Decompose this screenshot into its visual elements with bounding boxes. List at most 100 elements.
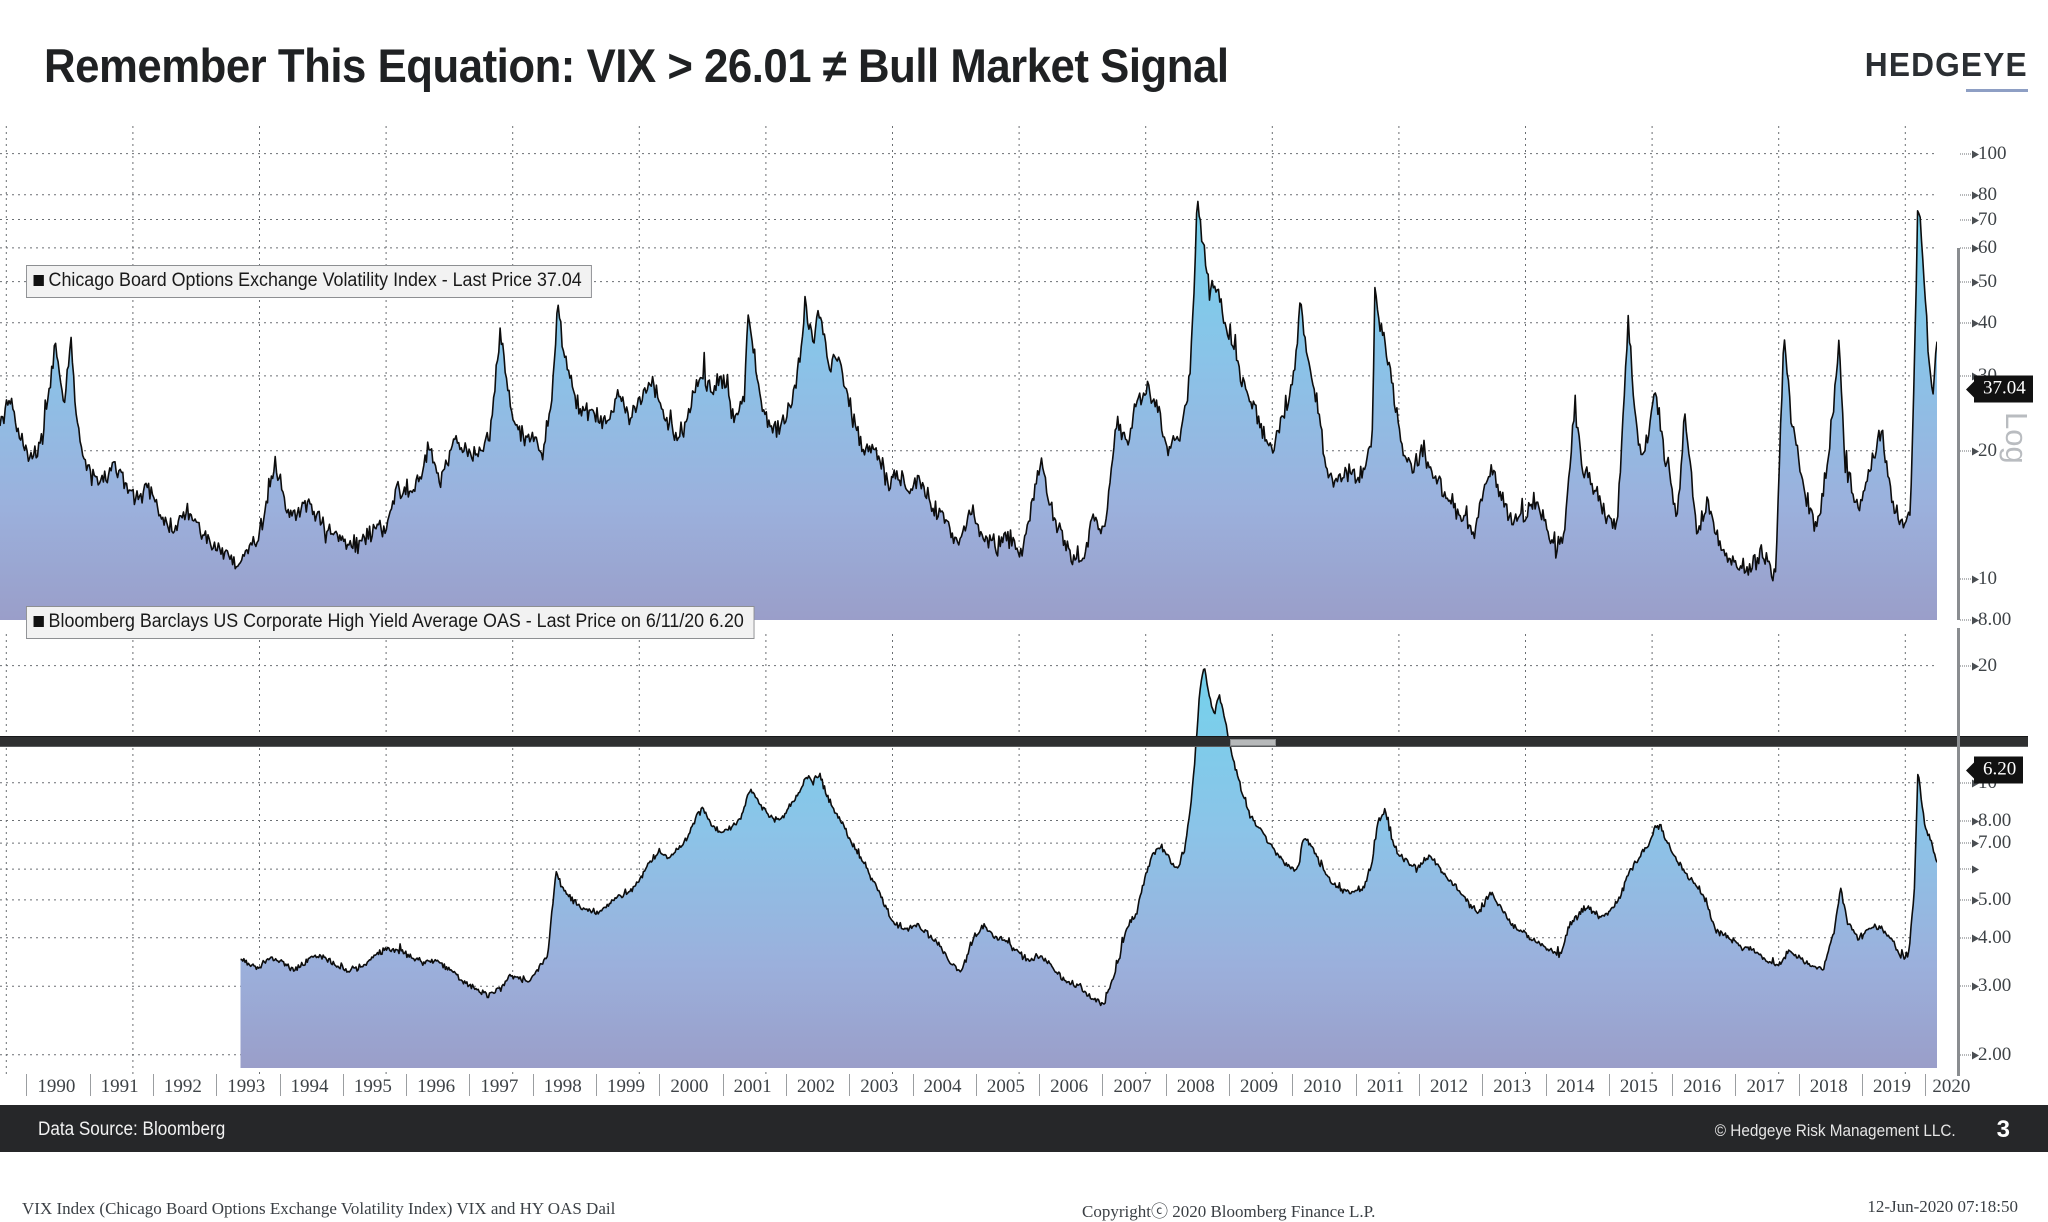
vix-plot-pane[interactable] (0, 126, 1937, 620)
pane-splitter[interactable] (0, 736, 2028, 747)
axis-tick-marker (1960, 447, 1979, 456)
axis-tick-marker (1960, 150, 1979, 159)
x-axis-tick-label: 2004 (923, 1076, 962, 1097)
axis-tick-label: 20 (1978, 439, 1997, 461)
axis-tick-marker (1960, 662, 1979, 671)
axis-tick-marker (1960, 278, 1979, 287)
x-axis-tick-label: 2001 (733, 1076, 772, 1097)
x-axis-tick-label: 1993 (227, 1076, 266, 1097)
x-axis-tick-label: 2018 (1809, 1076, 1848, 1097)
axis-tick-label: 70 (1978, 208, 1997, 230)
vix-legend[interactable]: Chicago Board Options Exchange Volatilit… (26, 265, 593, 298)
vix-price-line (0, 200, 1937, 582)
brand-wordmark: HEDGEYE (1865, 46, 2028, 83)
axis-tick-marker (1960, 319, 1979, 328)
axis-tick-marker (1960, 191, 1979, 200)
x-axis-separator (406, 1074, 408, 1096)
x-axis-tick-label: 2006 (1050, 1076, 1089, 1097)
x-axis-tick-label: 2005 (986, 1076, 1025, 1097)
oas-legend-label: Bloomberg Barclays US Corporate High Yie… (48, 611, 744, 632)
brand-logo: HEDGEYE (1858, 46, 2028, 92)
axis-tick-marker (1960, 839, 1979, 848)
axis-tick-marker (1960, 1051, 1979, 1060)
oas-last-price-flag: 6.20 (1974, 756, 2024, 784)
x-axis-separator (342, 1074, 344, 1096)
x-axis-separator (1292, 1074, 1294, 1096)
x-axis-separator (659, 1074, 661, 1096)
axis-tick-label: 40 (1978, 311, 1997, 333)
oas-plot-pane[interactable] (0, 634, 1937, 1074)
x-axis-separator (1355, 1074, 1357, 1096)
x-axis-separator (849, 1074, 851, 1096)
x-axis-tick-label: 2007 (1113, 1076, 1152, 1097)
oas-area-fill (240, 669, 1937, 1068)
pane-splitter-handle[interactable] (1230, 739, 1276, 746)
bloomberg-chart: Chicago Board Options Exchange Volatilit… (0, 122, 2048, 1221)
x-axis-tick-label: 1998 (543, 1076, 582, 1097)
x-axis-tick-label: 1996 (417, 1076, 456, 1097)
footer-bar: Data Source: Bloomberg © Hedgeye Risk Ma… (0, 1105, 2048, 1152)
x-axis-separator (279, 1074, 281, 1096)
axis-tick-label: 100 (1978, 142, 2007, 164)
x-axis-separator (1672, 1074, 1674, 1096)
x-axis-tick-label: 1995 (353, 1076, 392, 1097)
axis-tick-marker (1960, 616, 1979, 625)
x-axis-tick-label: 2020 (1932, 1076, 1971, 1097)
x-axis-separator (1418, 1074, 1420, 1096)
axis-tick-marker (1960, 216, 1979, 224)
x-axis-tick-label: 2010 (1303, 1076, 1342, 1097)
vix-axis-spine (1957, 248, 1960, 620)
x-axis-separator (26, 1074, 28, 1096)
x-axis-separator (1735, 1074, 1737, 1096)
oas-plot-svg (0, 634, 1937, 1074)
x-axis-tick-label: 1999 (607, 1076, 646, 1097)
vix-legend-label: Chicago Board Options Exchange Volatilit… (48, 270, 582, 291)
oas-price-line (240, 668, 1937, 1007)
x-axis-tick-label: 1997 (480, 1076, 519, 1097)
vix-last-price-flag: 37.04 (1974, 375, 2033, 403)
x-axis-tick-label: 2016 (1683, 1076, 1722, 1097)
x-axis-separator (152, 1074, 154, 1096)
x-axis-separator (1545, 1074, 1547, 1096)
log-scale-label: Log (1999, 412, 2034, 464)
x-axis-separator (912, 1074, 914, 1096)
axis-tick-label: 5.00 (1978, 888, 2012, 910)
axis-tick-label: 8.00 (1978, 609, 2012, 630)
x-axis-tick-label: 1992 (163, 1076, 202, 1097)
axis-tick-label: 20 (1978, 654, 1997, 676)
axis-tick-label: 10 (1978, 567, 1997, 589)
x-axis-separator (1925, 1074, 1927, 1096)
x-axis-separator (216, 1074, 218, 1096)
x-axis-separator (1229, 1074, 1230, 1096)
x-axis-separator (1608, 1074, 1610, 1096)
x-axis-tick-label: 2009 (1240, 1076, 1279, 1097)
oas-legend[interactable]: Bloomberg Barclays US Corporate High Yie… (26, 606, 755, 639)
x-axis-tick-label: 2017 (1746, 1076, 1785, 1097)
x-axis-tick-label: 2015 (1619, 1076, 1658, 1097)
axis-tick-label: 7.00 (1978, 832, 2012, 854)
axis-tick-marker (1960, 896, 1979, 905)
oas-legend-swatch (33, 616, 44, 627)
x-axis-separator (975, 1074, 977, 1096)
x-axis-separator (1798, 1074, 1800, 1096)
x-axis-tick-label: 1991 (100, 1076, 139, 1097)
vix-area-fill (0, 201, 1937, 620)
x-axis-separator (469, 1074, 471, 1096)
vix-legend-swatch (33, 275, 44, 286)
x-axis-separator (596, 1074, 597, 1096)
copyright-label: © Hedgeye Risk Management LLC. (1715, 1121, 1956, 1140)
axis-tick-label: 2.00 (1978, 1043, 2012, 1065)
x-axis-tick-label: 2014 (1556, 1076, 1595, 1097)
x-axis-separator (1165, 1074, 1167, 1096)
axis-tick-marker (1960, 575, 1979, 584)
x-axis[interactable]: 1990 1991 1992 1993 1994 1995 1996 1997 1998 1999… (20, 1074, 1970, 1104)
x-axis-tick-label: 2008 (1176, 1076, 1215, 1097)
chart-footnote-left: VIX Index (Chicago Board Options Exchang… (22, 1199, 616, 1218)
page-number: 3 (1996, 1116, 2010, 1143)
axis-tick-marker (1960, 934, 1979, 943)
x-axis-tick-label: 2019 (1873, 1076, 1912, 1097)
axis-tick-label: 3.00 (1978, 975, 2012, 997)
axis-tick-label: 80 (1978, 183, 1997, 205)
vix-plot-svg (0, 126, 1937, 620)
axis-tick-label: 4.00 (1978, 926, 2012, 948)
